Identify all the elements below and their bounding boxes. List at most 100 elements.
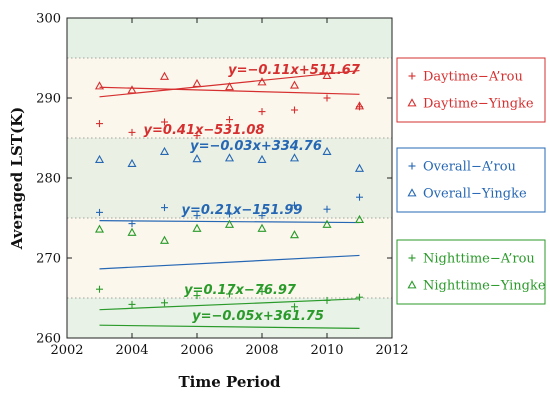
y-tick-label: 300 [36,12,61,27]
x-tick-label: 2002 [50,343,83,358]
fit-line-1-0 [99,254,360,270]
triangle-point [257,77,267,86]
legend-triangle-icon [407,188,417,197]
triangle-point [127,158,137,168]
fit-equations: y=0.41x−531.08 y=−0.11x+511.67 y=0.21x−151… [144,63,361,324]
plus-point [291,201,298,209]
fit-equation-label: y=0.17x−76.97 [184,283,297,298]
legend-border [396,239,546,305]
triangle-point [322,146,332,156]
triangle-point [354,101,365,110]
x-axis: 2002 2004 2006 2008 2010 2012 [50,18,409,358]
plus-point [96,285,103,293]
plus-point [161,204,168,212]
triangle-point [192,78,202,88]
fit-equation-label: y=−0.11x+511.67 [228,63,361,78]
x-tick-label: 2004 [115,343,148,358]
legend-entry-label: Nighttime−Yingke [423,279,546,294]
fit-equation-label: y=0.41x−531.08 [144,123,265,138]
plus-point [193,292,201,300]
x-tick-label: 2012 [375,343,408,358]
fit-equation-label: y=−0.03x+334.76 [190,139,322,154]
triangle-point [257,154,267,164]
triangle-point [257,223,267,232]
legend-triangle-icon [407,280,417,289]
triangle-point [159,71,170,80]
triangle-point [94,154,105,164]
plus-point [226,290,233,298]
plus-point [356,193,363,201]
plus-point [226,210,233,218]
fit-equation-label: y=0.21x−151.99 [182,203,303,218]
plus-point [291,106,298,114]
triangle-point [289,153,300,162]
legend-entry-label: Nighttime−A’rou [423,252,535,267]
legend-box-0: Daytime−A’rou Daytime−Yingke [396,57,546,123]
legend-border [396,57,546,123]
plus-point [96,120,103,128]
x-tick-label: 2010 [310,343,343,358]
legend-plus-icon [408,254,416,262]
triangle-point [127,85,137,94]
legend-entry-label: Daytime−Yingke [423,97,534,112]
x-tick-label: 2008 [245,343,278,358]
fit-line-2-1 [99,298,360,311]
triangle-point [94,81,105,90]
fit-line-0-1 [99,86,360,95]
plus-point [161,299,168,307]
plus-point [128,300,136,308]
legend-box-1: Overall−A’rou Overall−Yingke [396,147,546,213]
plus-point [96,208,103,216]
triangle-point [127,227,137,236]
triangle-point [354,214,365,224]
legend-border [396,147,546,213]
plus-point [226,116,233,124]
triangle-point [159,146,170,156]
background-band-3 [67,218,392,298]
background-band-2 [67,138,392,218]
y-tick-label: 270 [36,252,61,267]
legend-box-2: Nighttime−A’rou Nighttime−Yingke [396,239,546,305]
background-band-1 [67,58,392,138]
background-band-0 [67,18,392,58]
legend-plus-icon [408,162,416,170]
plus-point [128,220,136,228]
legend-entry-label: Daytime−A’rou [423,70,523,85]
plus-point [323,94,331,102]
triangle-point [289,80,300,89]
plus-point [193,132,201,140]
legend-entry-label: Overall−Yingke [423,187,527,202]
plus-point [356,293,363,301]
triangle-point [354,163,365,172]
legend-plus-icon [408,72,416,80]
y-axis-label: Averaged LST(K) [8,107,26,250]
y-tick-label: 290 [36,92,61,107]
triangle-point [94,224,105,233]
plus-point [258,108,266,116]
triangle-point [224,153,235,162]
triangle-point [159,235,170,244]
plus-point [323,205,331,213]
y-tick-label: 280 [36,172,61,187]
y-tick-label: 260 [36,332,61,347]
legend: Daytime−A’rou Daytime−Yingke Overall−A’rou… [396,57,546,305]
fit-equation-label: y=−0.05x+361.75 [192,309,324,324]
triangle-point [224,219,235,228]
plus-point [323,296,331,304]
triangle-point [192,223,202,232]
fit-line-2-0 [99,324,360,329]
legend-entry-label: Overall−A’rou [423,160,516,175]
plus-point [161,118,168,126]
x-tick-label: 2006 [180,343,213,358]
triangle-point [322,219,332,228]
plus-point [291,303,298,311]
legend-triangle-icon [407,98,417,107]
data-points [94,70,365,311]
plus-point [258,212,266,220]
triangle-point [192,154,202,163]
y-axis: 260 270 280 290 300 [36,12,392,347]
triangle-point [322,70,332,80]
plus-point [128,128,136,136]
x-axis-label: Time Period [178,373,281,391]
